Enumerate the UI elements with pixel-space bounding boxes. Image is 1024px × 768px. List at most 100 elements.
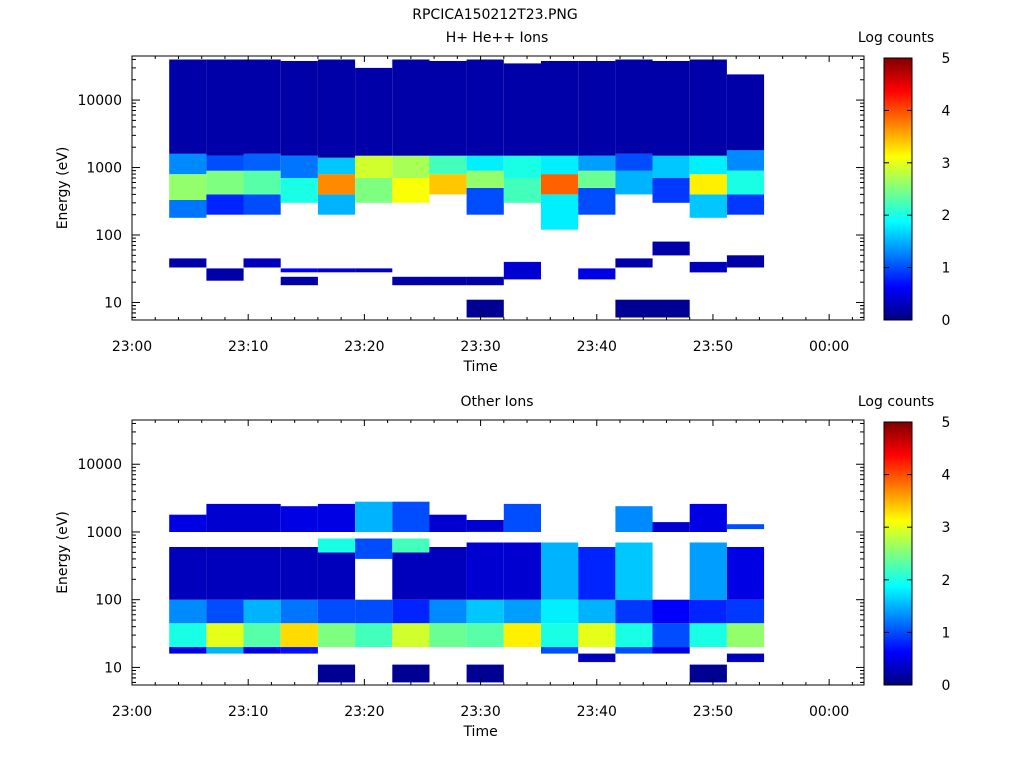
heatmap-cell (429, 61, 467, 156)
heatmap-cell (317, 664, 356, 683)
x-tick-label: 23:10 (228, 339, 268, 355)
y-tick-label: 10 (104, 295, 122, 311)
heatmap-cell (615, 623, 653, 648)
heatmap-cell (169, 200, 207, 218)
heatmap-cell (317, 157, 356, 175)
heatmap-cell (429, 514, 467, 532)
y-tick-label: 10000 (77, 457, 122, 473)
heatmap-cell (355, 599, 393, 624)
heatmap-cell (169, 547, 207, 600)
x-tick-label: 00:00 (809, 339, 849, 355)
heatmap-cell (578, 599, 616, 624)
heatmap-cell (392, 623, 430, 648)
heatmap-cell (392, 276, 430, 286)
heatmap-cell (392, 59, 430, 156)
heatmap-cell (317, 538, 356, 553)
heatmap-cell (466, 276, 504, 286)
heatmap-cell (355, 501, 393, 532)
heatmap-cell (503, 63, 541, 156)
colorbar-tick-label: 4 (942, 103, 951, 119)
heatmap-cell (169, 599, 207, 624)
heatmap-cell (652, 599, 690, 624)
x-axis-label: Time (462, 359, 497, 375)
heatmap-cell (466, 623, 504, 648)
panel-other-ions: 23:00 23:10 23:20 23:30 23:40 23:50 00:00 Time 1… (55, 394, 951, 740)
heatmap-cell (280, 647, 318, 654)
heatmap-cell (466, 155, 504, 171)
heatmap-cell (280, 61, 318, 156)
panel-title: Other Ions (460, 394, 533, 410)
heatmap-cell (726, 524, 765, 530)
heatmap-cell (206, 599, 244, 624)
x-axis: 23:00 23:10 23:20 23:30 23:40 23:50 00:00 (112, 56, 853, 355)
heatmap-cell (392, 664, 430, 683)
heatmap-cell (206, 647, 244, 654)
colorbar-tick-label: 1 (942, 625, 951, 641)
heatmap-cell (392, 599, 430, 624)
colorbar-tick-label: 2 (942, 208, 951, 224)
heatmap-cell (355, 268, 393, 273)
heatmap-cell (578, 155, 616, 171)
heatmap-cell (169, 258, 207, 268)
y-tick-label: 10 (104, 660, 122, 676)
heatmap-cell (503, 599, 541, 624)
x-tick-label: 00:00 (809, 704, 849, 720)
colorbar-tick-label: 5 (942, 51, 951, 67)
heatmap-cell (689, 59, 727, 156)
heatmap-cell (578, 61, 616, 156)
heatmap-cell (317, 599, 356, 624)
heatmap-cell (578, 268, 616, 280)
heatmap-cell (726, 653, 765, 663)
y-axis: 10 100 1000 10000 (77, 422, 864, 683)
heatmap-cell (206, 155, 244, 171)
heatmap-cell (280, 506, 318, 532)
heatmap-cell (317, 268, 356, 273)
heatmap-cell (503, 542, 541, 600)
heatmap-cell (541, 599, 579, 624)
heatmap-cell (429, 276, 467, 286)
panel-title: H+ He++ Ions (446, 30, 549, 46)
heatmap-cell (243, 623, 281, 648)
heatmap-cell (652, 299, 690, 318)
colorbar-tick-label: 0 (942, 678, 951, 694)
heatmap-cell (466, 664, 504, 683)
heatmap-cell (652, 241, 690, 256)
heatmap-cell (392, 501, 430, 532)
heatmap-cell (503, 503, 541, 532)
heatmap-cell (280, 599, 318, 624)
heatmap-cell (466, 59, 504, 156)
heatmap-cell (615, 506, 653, 532)
heatmap-cell (615, 258, 653, 268)
heatmap-cell (615, 542, 653, 600)
heatmap-cell (503, 155, 541, 178)
heatmap-cell (541, 623, 579, 648)
heatmap-cell (392, 552, 430, 600)
heatmap-cell (243, 503, 281, 532)
heatmap-cell (466, 520, 504, 532)
heatmap-cell (243, 194, 281, 215)
heatmap-cell (689, 542, 727, 600)
heatmap-cell (541, 174, 579, 195)
heatmap-cell (652, 61, 690, 156)
y-tick-label: 1000 (86, 161, 122, 177)
heatmap-cell (689, 623, 727, 648)
heatmap-cell (355, 538, 393, 559)
heatmap-cell (317, 194, 356, 215)
heatmap-cell (578, 547, 616, 600)
heatmap-cell (206, 268, 244, 281)
colorbar-tick-label: 3 (942, 156, 951, 172)
heatmap-cell (392, 538, 430, 553)
heatmap-cell (169, 59, 207, 154)
heatmap-cell (615, 299, 653, 318)
x-tick-label: 23:40 (577, 704, 617, 720)
heatmap-cell (206, 623, 244, 648)
heatmap-cell (726, 194, 765, 215)
colorbar: 0 1 2 3 4 5 Log counts (858, 30, 951, 329)
heatmap-cell (243, 258, 281, 268)
y-tick-label: 10000 (77, 93, 122, 109)
y-tick-label: 100 (95, 593, 122, 609)
heatmap-cell (615, 59, 653, 154)
colorbar-tick-label: 2 (942, 573, 951, 589)
heatmap-cell (392, 178, 430, 203)
